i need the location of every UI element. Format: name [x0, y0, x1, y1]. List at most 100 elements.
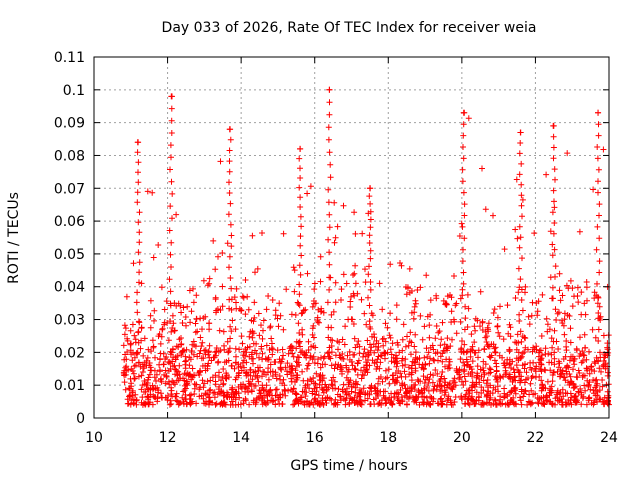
data-point — [561, 374, 568, 381]
data-point — [586, 394, 593, 401]
data-point — [522, 283, 529, 290]
data-point — [296, 262, 303, 269]
data-point — [408, 377, 415, 384]
data-point — [529, 399, 535, 406]
data-point — [226, 168, 233, 175]
data-point — [362, 353, 369, 360]
data-point — [335, 386, 342, 392]
data-point — [188, 376, 195, 383]
data-point — [254, 372, 261, 379]
data-point — [304, 190, 311, 197]
data-point — [560, 322, 567, 329]
data-point — [292, 312, 299, 318]
data-point — [196, 372, 203, 378]
data-point — [131, 363, 138, 370]
data-point — [255, 310, 262, 317]
data-point — [342, 323, 349, 330]
data-point — [359, 230, 366, 237]
data-point — [412, 354, 419, 361]
data-point — [374, 363, 381, 370]
data-point — [551, 349, 558, 356]
data-point — [263, 371, 269, 378]
data-point — [289, 388, 296, 395]
data-point — [544, 378, 551, 385]
data-point — [513, 362, 520, 369]
data-point — [579, 395, 586, 402]
data-point — [204, 282, 211, 289]
data-point — [223, 393, 230, 400]
data-point — [401, 368, 408, 375]
data-point — [274, 347, 281, 354]
data-point — [239, 293, 246, 300]
data-point — [168, 117, 175, 124]
data-point — [207, 377, 214, 384]
data-point — [376, 280, 383, 287]
data-point — [551, 327, 558, 334]
data-point — [149, 337, 156, 344]
data-point — [146, 360, 153, 366]
data-point — [181, 370, 188, 377]
data-point — [296, 354, 302, 361]
data-point — [162, 356, 169, 362]
data-point — [280, 230, 287, 237]
data-point — [513, 176, 520, 183]
data-point — [131, 332, 138, 339]
data-point — [432, 350, 439, 357]
data-point — [172, 371, 178, 378]
data-point — [204, 378, 211, 385]
data-point — [549, 252, 556, 259]
data-point — [173, 367, 180, 374]
data-point — [600, 363, 607, 369]
data-point — [405, 342, 412, 349]
data-point — [446, 356, 453, 363]
data-point — [420, 373, 427, 380]
data-point — [226, 190, 233, 196]
data-point — [551, 166, 558, 173]
data-point — [436, 378, 443, 384]
data-point — [340, 356, 347, 362]
data-point — [297, 242, 304, 249]
data-point — [387, 398, 394, 405]
data-point — [218, 377, 224, 384]
data-point — [367, 341, 373, 348]
data-point — [219, 373, 226, 380]
data-point — [426, 401, 433, 408]
data-point — [212, 352, 219, 359]
data-point — [597, 313, 604, 320]
data-point — [166, 276, 173, 283]
data-point — [472, 327, 479, 334]
data-point — [247, 366, 254, 373]
data-point — [577, 334, 583, 341]
data-point — [200, 395, 207, 402]
data-point — [395, 391, 402, 398]
data-point — [263, 342, 270, 349]
data-point — [259, 384, 266, 391]
data-point — [272, 386, 279, 393]
data-point — [593, 292, 600, 299]
data-point — [169, 190, 176, 197]
data-point — [260, 317, 267, 324]
data-point — [241, 384, 248, 391]
data-point — [478, 390, 485, 396]
data-point — [549, 344, 556, 351]
data-point — [574, 397, 580, 404]
data-point — [291, 267, 298, 274]
data-point — [315, 392, 322, 399]
data-point — [403, 291, 410, 298]
data-point — [538, 361, 545, 368]
data-point — [288, 362, 295, 369]
data-point — [184, 303, 191, 310]
data-point — [516, 150, 523, 157]
data-point — [445, 393, 452, 400]
data-point — [265, 376, 272, 383]
data-point — [408, 388, 415, 395]
data-point — [232, 345, 239, 352]
data-point — [228, 362, 235, 369]
data-point — [365, 271, 372, 278]
data-point — [525, 313, 532, 320]
data-point — [162, 380, 169, 387]
data-point — [492, 397, 499, 404]
data-point — [551, 204, 558, 211]
data-point — [141, 381, 148, 388]
data-point — [299, 348, 306, 354]
